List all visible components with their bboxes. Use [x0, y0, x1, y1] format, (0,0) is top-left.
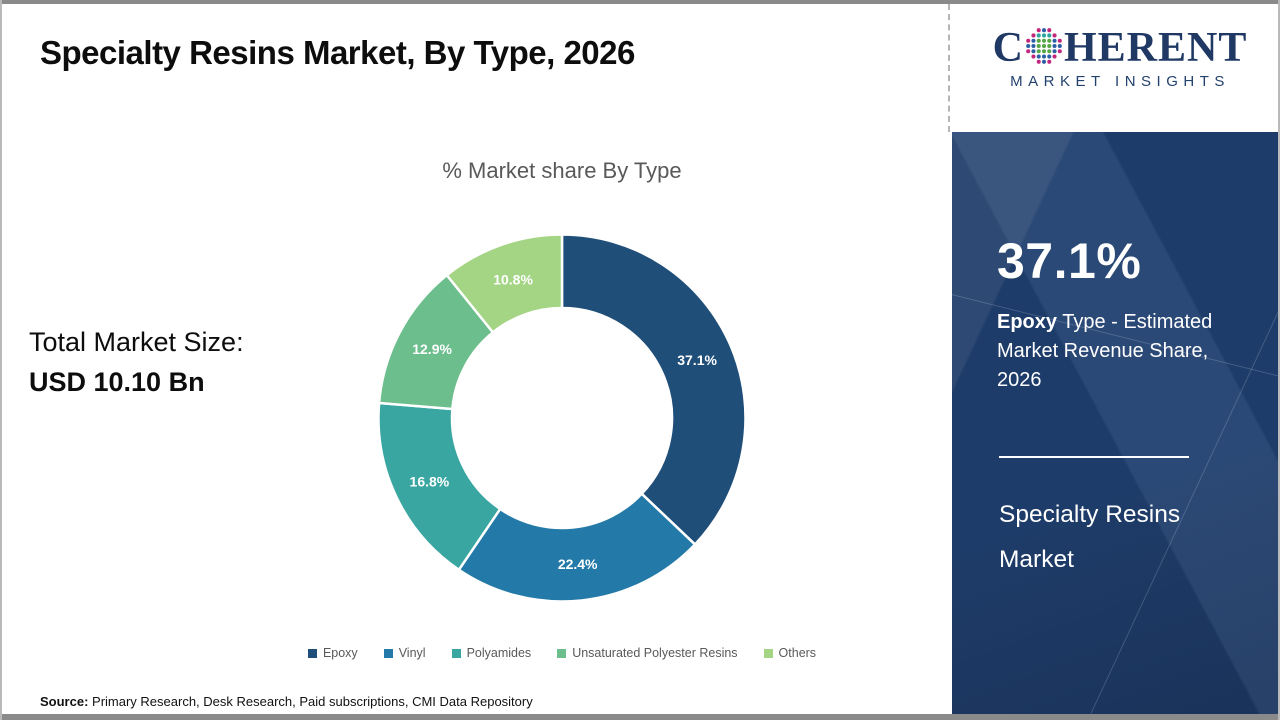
- dashed-divider: [948, 4, 950, 132]
- total-market-size-label: Total Market Size:: [29, 327, 244, 357]
- slice-label: 37.1%: [677, 352, 717, 368]
- legend-marker-icon: [557, 648, 567, 658]
- legend-item-vinyl: Vinyl: [383, 646, 426, 660]
- legend-marker-icon: [763, 648, 773, 658]
- top-border-bar: [2, 0, 1278, 4]
- highlight-sidebar: 37.1% Epoxy Type - Estimated Market Reve…: [952, 132, 1278, 714]
- brand-logo: C HERENT MARKET INSIGHTS: [972, 26, 1268, 90]
- logo-letters-herent: HERENT: [1063, 25, 1248, 71]
- total-market-size-value: USD 10.10 Bn: [29, 367, 205, 397]
- legend-label: Epoxy: [322, 646, 358, 660]
- source-label: Source:: [40, 694, 89, 709]
- source-text: Primary Research, Desk Research, Paid su…: [88, 694, 533, 709]
- legend-label: Vinyl: [398, 646, 426, 660]
- legend-marker-icon: [307, 648, 317, 658]
- logo-subtitle: MARKET INSIGHTS: [1010, 73, 1230, 90]
- highlight-percentage: 37.1%: [997, 233, 1142, 289]
- logo-wordmark: C HERENT: [972, 26, 1268, 70]
- legend-label: Unsaturated Polyester Resins: [572, 646, 738, 660]
- legend-label: Others: [778, 646, 817, 660]
- logo-letter-c: C: [992, 25, 1024, 71]
- highlight-segment-name: Epoxy: [997, 311, 1058, 333]
- slice-label: 10.8%: [493, 271, 533, 287]
- donut-slice-vinyl: [457, 492, 697, 603]
- page-title: Specialty Resins Market, By Type, 2026: [40, 34, 635, 71]
- legend-item-polyamides: Polyamides: [451, 646, 532, 660]
- slice-label: 12.9%: [412, 341, 452, 357]
- slice-label: 22.4%: [558, 556, 598, 572]
- bottom-border-bar: [2, 714, 1278, 720]
- legend-item-epoxy: Epoxy: [307, 646, 358, 660]
- legend-marker-icon: [451, 648, 461, 658]
- legend-marker-icon: [383, 648, 393, 658]
- legend-label: Polyamides: [466, 646, 532, 660]
- donut-slice-others: [445, 233, 564, 334]
- slice-label: 16.8%: [410, 473, 450, 489]
- chart-legend: Epoxy Vinyl Polyamides Unsaturated Polyeste…: [147, 646, 977, 660]
- source-note: Source: Primary Research, Desk Research,…: [40, 694, 533, 709]
- sidebar-market-title: Specialty Resins Market: [999, 501, 1181, 573]
- donut-chart: 37.1% 22.4% 16.8% 12.9% 10.8%: [377, 233, 747, 603]
- legend-item-unsaturated-polyester-resins: Unsaturated Polyester Resins: [557, 646, 738, 660]
- total-market-size-block: Total Market Size: USD 10.10 Bn: [29, 322, 244, 402]
- sidebar-divider-line: [999, 456, 1189, 458]
- chart-title: % Market share By Type: [442, 158, 682, 183]
- legend-item-others: Others: [763, 646, 817, 660]
- highlight-description: Epoxy Type - Estimated Market Revenue Sh…: [997, 308, 1239, 395]
- globe-icon: [1026, 28, 1062, 64]
- highlight-description-rest: Type - Estimated Market Revenue Share, 2…: [997, 311, 1213, 391]
- donut-slice-epoxy: [560, 233, 747, 546]
